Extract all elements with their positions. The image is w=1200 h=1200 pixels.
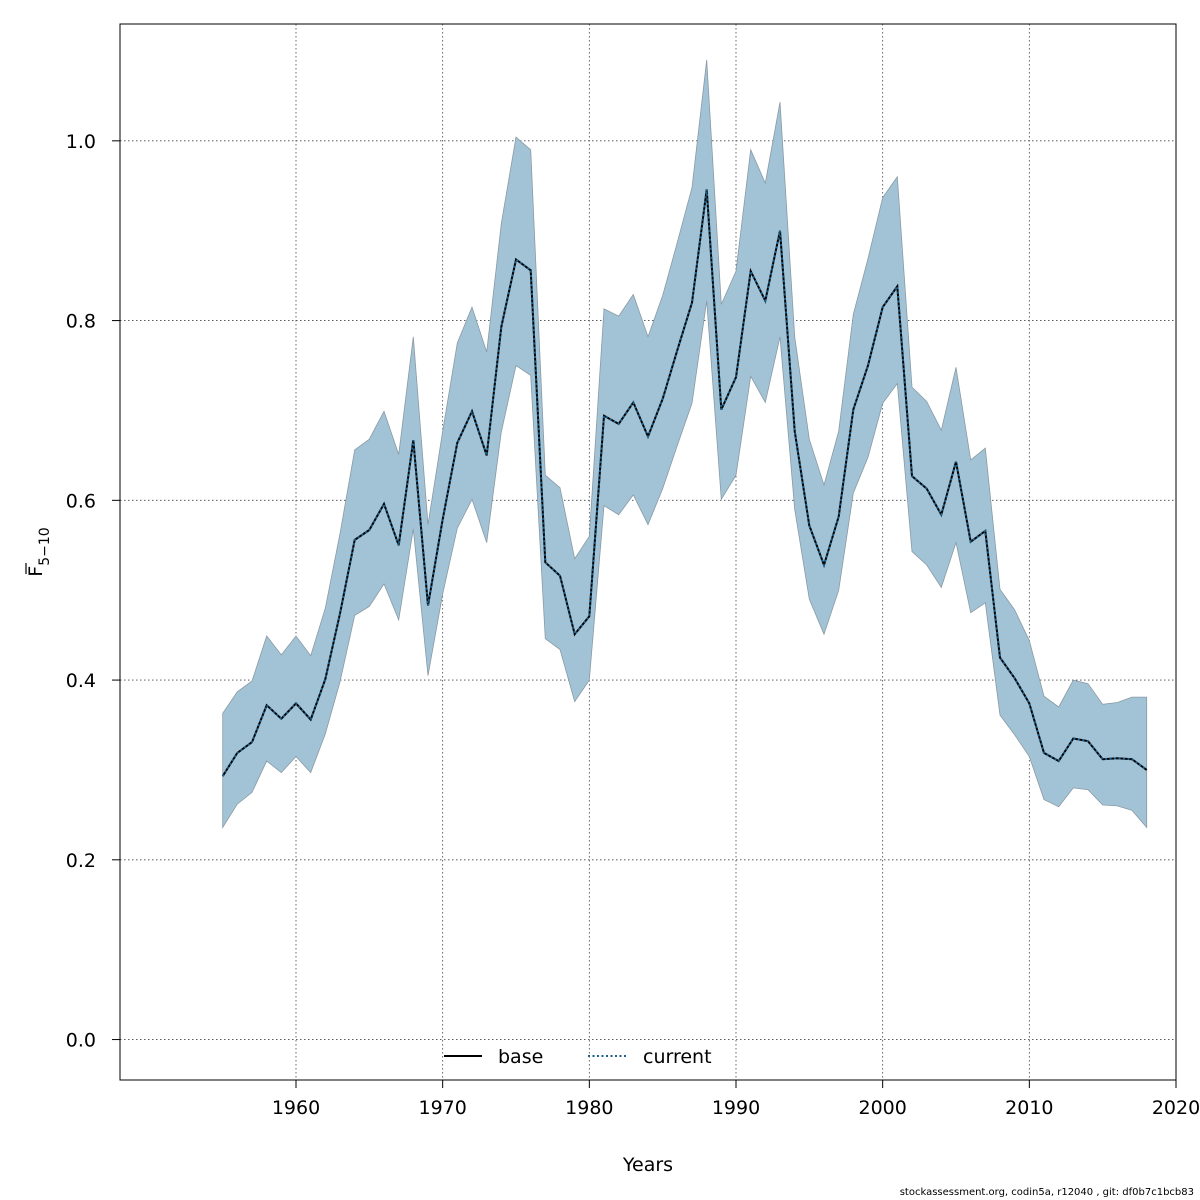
grid-lines [120, 24, 1176, 1080]
x-axis-title: Years [622, 1154, 673, 1176]
x-tick-label: 1970 [418, 1097, 466, 1119]
y-axis-title-main: F [25, 566, 47, 577]
y-axis-title: F5−10 [25, 527, 53, 576]
y-tick-label: 1.0 [66, 131, 96, 153]
x-tick-label: 2000 [858, 1097, 906, 1119]
x-tick-label: 1980 [565, 1097, 613, 1119]
confidence-band [222, 59, 1148, 829]
y-axis-title-sub: 5−10 [37, 527, 53, 565]
x-tick-label: 2020 [1152, 1097, 1200, 1119]
y-tick-label: 0.2 [66, 850, 96, 872]
legend-base-label: base [498, 1046, 543, 1068]
y-tick-label: 0.6 [66, 490, 96, 512]
svg-text:F5−10: F5−10 [25, 527, 53, 576]
plot-frame [119, 23, 1177, 1081]
x-tick-label: 1960 [272, 1097, 320, 1119]
legend-current-label: current [643, 1046, 712, 1068]
y-tick-label: 0.8 [66, 311, 96, 333]
legend: base current [444, 1046, 712, 1068]
y-tick-label: 0.4 [66, 670, 96, 692]
x-tick-label: 1990 [712, 1097, 760, 1119]
current-series-line [221, 189, 1148, 777]
axis-ticks: 1960 1970 1980 1990 2000 2010 2020 0.0 0.2 0.4 0.6… [66, 131, 1200, 1119]
y-tick-label: 0.0 [66, 1030, 96, 1052]
x-tick-label: 2010 [1005, 1097, 1053, 1119]
footer-credit: stockassessment.org, codin5a, r12040 , g… [899, 1187, 1194, 1198]
